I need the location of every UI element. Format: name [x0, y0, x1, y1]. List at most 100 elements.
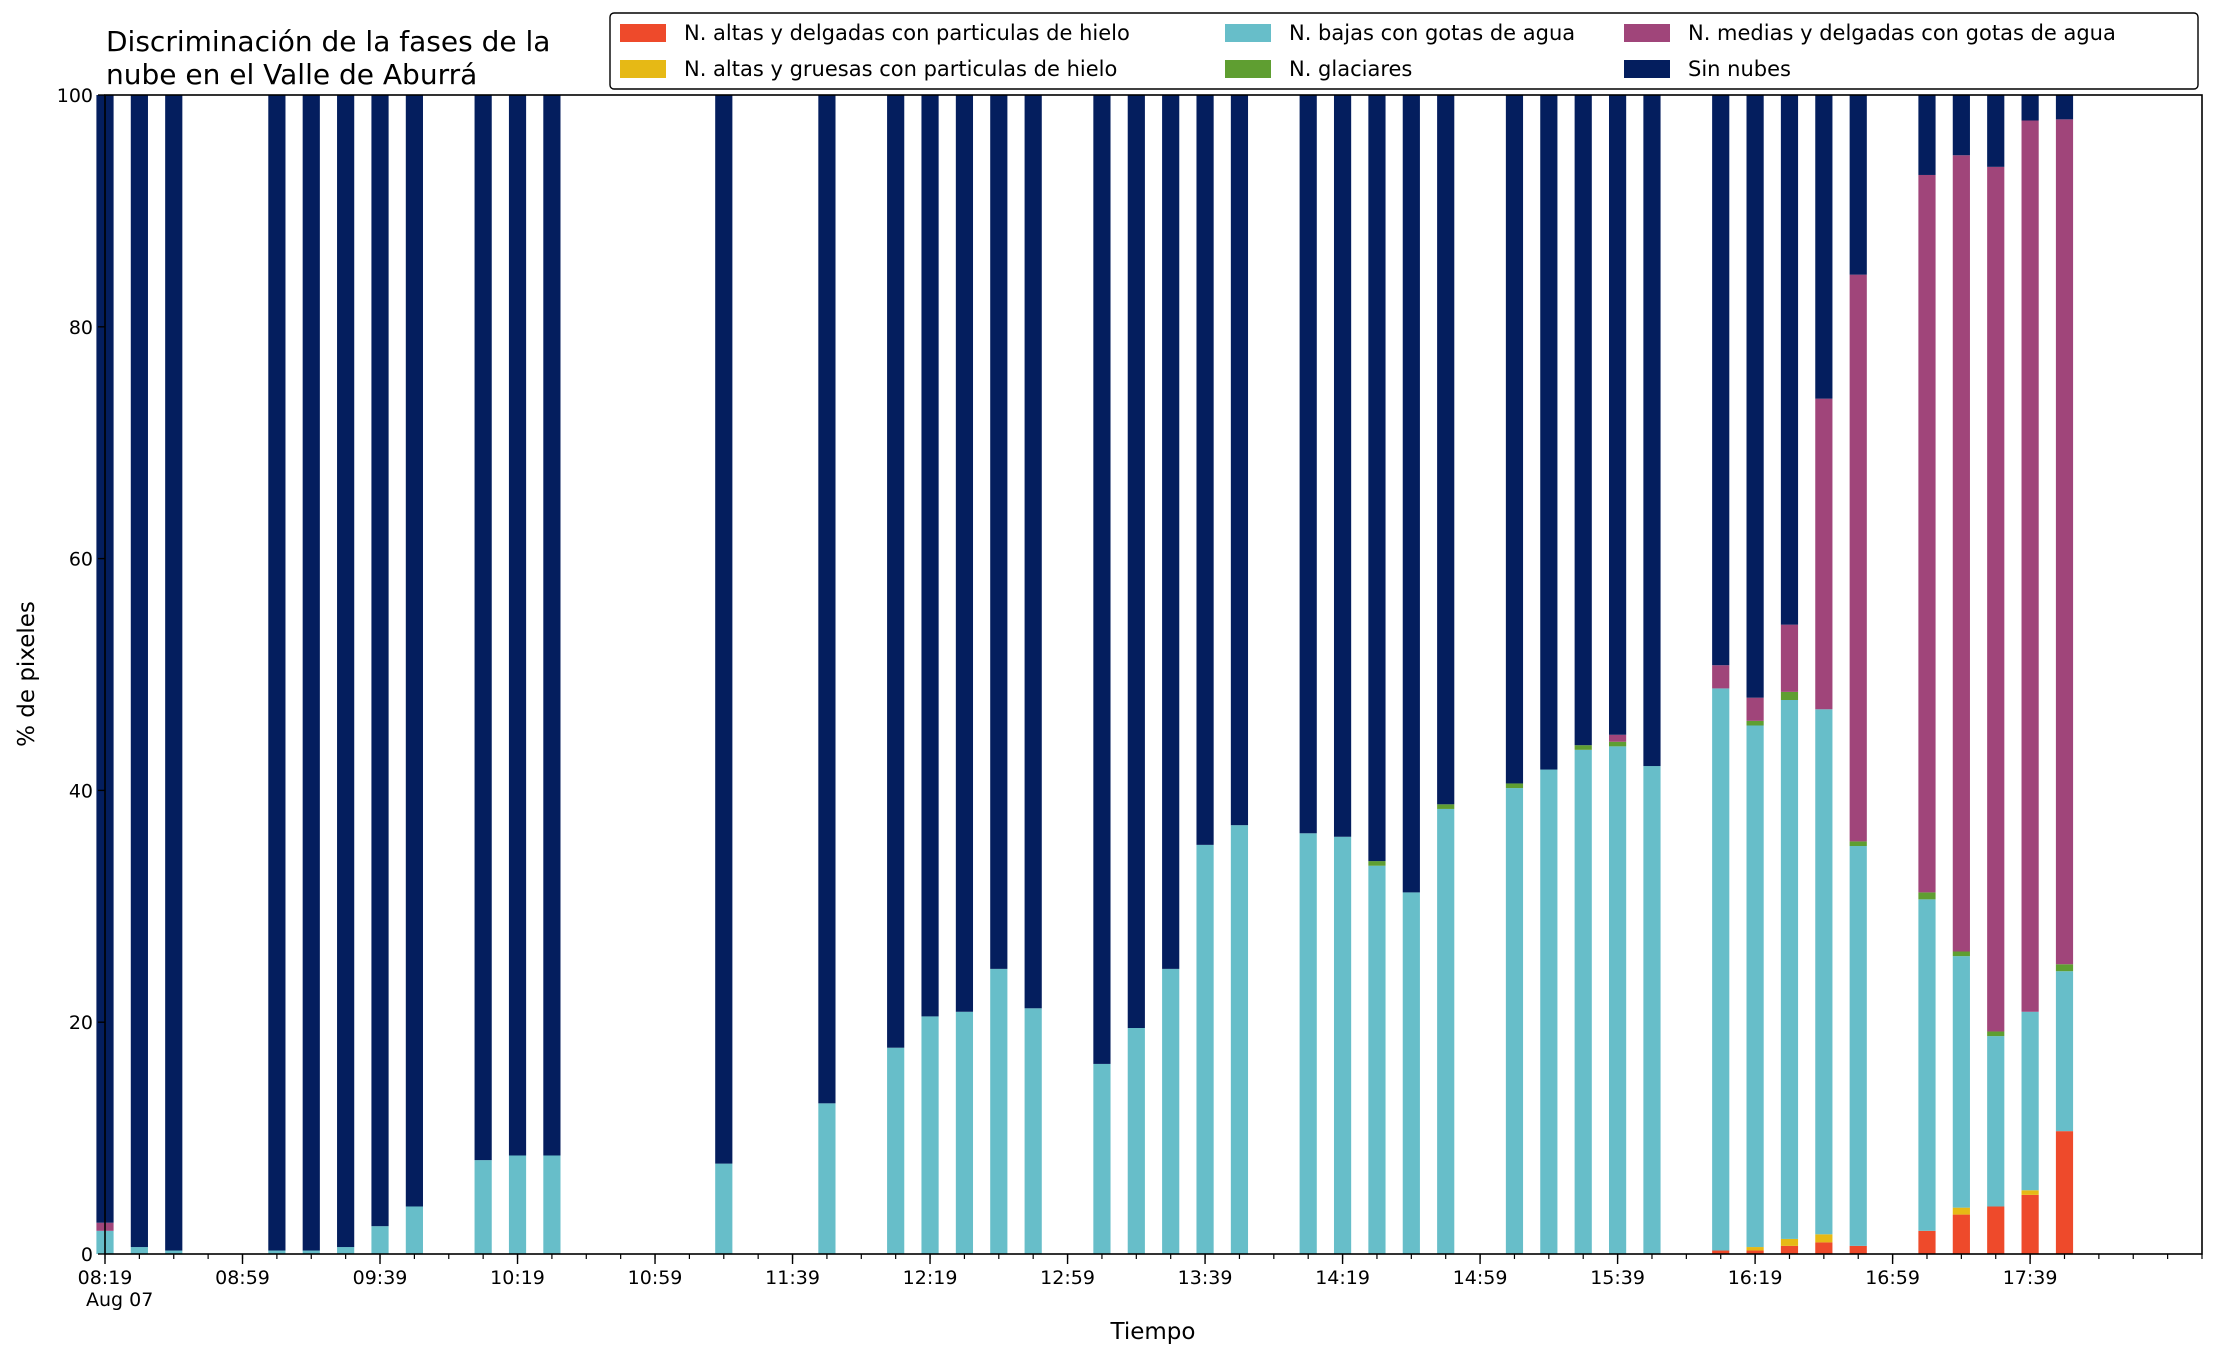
bar-segment: [990, 968, 1008, 1254]
bar-segment: [818, 95, 836, 1104]
bar-segment: [1952, 155, 1970, 952]
legend-frame: [609, 12, 2199, 90]
bar-segment: [1746, 1250, 1764, 1254]
bar-stack: [1918, 95, 1936, 1254]
bar-stack: [1402, 95, 1420, 1254]
x-tick-label: 08:19: [78, 1267, 133, 1289]
bar-segment: [1849, 841, 1867, 847]
bar-stack: [887, 95, 905, 1254]
y-tick-label: 40: [69, 780, 93, 802]
bar-segment: [405, 95, 423, 1207]
bar-segment: [302, 95, 320, 1251]
bar-segment: [1815, 95, 1833, 399]
bar-segment: [268, 1250, 286, 1254]
chart-title-line-1: Discriminación de la fases de la: [106, 25, 550, 58]
bar-stack: [371, 95, 389, 1254]
x-tick-label: 08:59: [215, 1267, 270, 1289]
bar-segment: [543, 1155, 561, 1254]
bar-segment: [1540, 95, 1558, 770]
bar-segment: [1024, 95, 1042, 1009]
bar-stack: [1230, 95, 1249, 1254]
bar-segment: [508, 1155, 527, 1254]
bar-segment: [1987, 1036, 2005, 1207]
bar-segment: [474, 95, 492, 1161]
bar-segment: [1746, 95, 1764, 698]
x-tick-label: 16:59: [1865, 1267, 1920, 1289]
bar-stack: [921, 95, 939, 1254]
bar-segment: [474, 1160, 492, 1254]
bar-segment: [302, 1250, 320, 1254]
bar-segment: [2021, 1194, 2039, 1254]
bar-stack: [474, 95, 492, 1254]
bar-segment: [1437, 95, 1455, 805]
bar-segment: [1608, 734, 1627, 742]
bar-segment: [1643, 95, 1661, 767]
bar-stack: [818, 95, 836, 1254]
bar-stack: [715, 95, 733, 1254]
bar-segment: [1746, 1247, 1764, 1251]
bar-stack: [1780, 95, 1799, 1254]
bar-segment: [268, 95, 286, 1251]
bar-segment: [1299, 833, 1317, 1254]
bar-segment: [921, 95, 939, 1017]
bar-segment: [1849, 846, 1867, 1246]
bar-segment: [921, 1016, 939, 1254]
x-axis-title: Tiempo: [1110, 1319, 1196, 1345]
bar-stack: [268, 95, 286, 1254]
bar-segment: [1746, 697, 1764, 721]
bar-segment: [1780, 1245, 1799, 1254]
bar-stack: [1196, 95, 1214, 1254]
bar-segment: [405, 1206, 423, 1254]
bar-segment: [1780, 95, 1799, 625]
bar-segment: [1127, 1027, 1145, 1254]
y-tick-label: 100: [57, 85, 93, 107]
y-tick-label: 20: [69, 1012, 93, 1034]
bar-segment: [1127, 95, 1145, 1028]
bar-segment: [1437, 804, 1455, 809]
bar-stack: [405, 95, 423, 1254]
bar-segment: [1162, 95, 1180, 969]
bar-stack: [1643, 95, 1661, 1254]
bar-segment: [1712, 688, 1730, 1251]
bar-segment: [715, 1163, 733, 1254]
chart-legend: N. altas y delgadas con particulas de hi…: [609, 12, 2199, 90]
bar-segment: [1505, 783, 1524, 789]
bar-segment: [1540, 769, 1558, 1254]
bar-segment: [955, 95, 974, 1012]
bar-segment: [715, 95, 733, 1164]
bar-segment: [508, 95, 527, 1156]
bar-stack: [1608, 95, 1627, 1254]
bar-segment: [1333, 95, 1352, 837]
bar-segment: [1333, 836, 1352, 1254]
bar-segment: [1299, 95, 1317, 834]
bar-segment: [955, 1011, 974, 1254]
bar-stack: [1952, 95, 1970, 1254]
bar-segment: [1987, 166, 2005, 1032]
legend-label: N. bajas con gotas de agua: [1289, 21, 1575, 45]
bar-segment: [1780, 699, 1799, 1239]
bar-segment: [887, 95, 905, 1048]
bar-segment: [1402, 95, 1420, 893]
bar-segment: [1746, 725, 1764, 1248]
bar-stack: [1712, 95, 1730, 1254]
bar-stack: [1505, 95, 1524, 1254]
bar-stack: [1849, 95, 1867, 1254]
bar-segment: [1918, 899, 1936, 1231]
bar-stack: [1437, 95, 1455, 1254]
bar-stack: [508, 95, 527, 1254]
bar-stack: [2021, 95, 2039, 1254]
bar-segment: [1024, 1008, 1042, 1254]
bar-stack: [1162, 95, 1180, 1254]
bar-segment: [1815, 1234, 1833, 1243]
legend-label: N. altas y gruesas con particulas de hie…: [684, 57, 1117, 81]
x-tick-label: 10:59: [628, 1267, 683, 1289]
bar-segment: [1643, 766, 1661, 1254]
bar-segment: [1505, 95, 1524, 784]
bar-segment: [1608, 741, 1627, 747]
legend-label: N. glaciares: [1289, 57, 1412, 81]
plot-area-frame: [104, 94, 2203, 1255]
bar-segment: [2021, 120, 2039, 1012]
y-axis-title: % de pixeles: [14, 601, 40, 747]
bar-segment: [1815, 709, 1833, 1235]
